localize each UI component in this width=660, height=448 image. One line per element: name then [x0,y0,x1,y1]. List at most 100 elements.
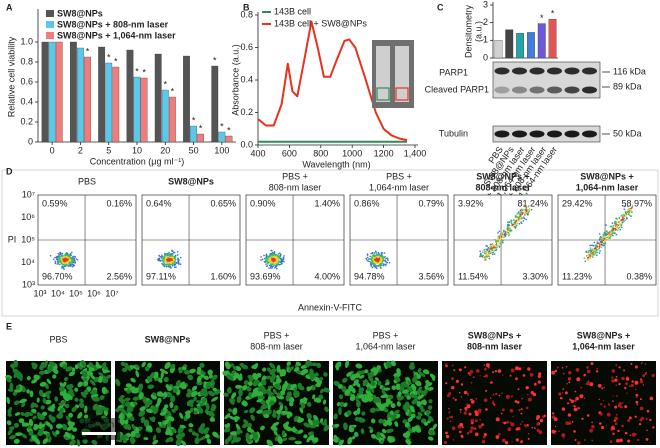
cell [83,414,89,419]
cell [246,427,252,433]
flow-event [518,219,520,222]
cell [98,372,104,377]
cell [277,436,283,444]
cell [94,376,99,383]
cell [452,397,455,400]
flow-event [379,260,381,263]
flow-event [499,238,502,241]
flow-event [269,267,272,269]
flow-event [375,261,377,264]
flow-event [67,260,69,263]
cell [635,388,637,391]
cell [590,362,594,366]
cell [305,359,311,368]
cell [57,404,64,412]
bar [548,18,557,59]
cell [646,409,650,413]
flow-event [371,251,374,254]
blot-band [547,130,562,138]
flow-event [59,254,61,256]
flow-event [61,252,64,255]
flow-event [596,246,599,248]
cell [621,376,625,381]
cell [286,411,293,417]
x-tick-label: 20 [160,145,170,155]
cell [133,387,139,392]
significance: * [164,79,168,89]
flow-event [589,247,592,249]
cell [188,423,194,428]
bar [516,33,524,59]
blot-band [512,67,527,75]
cell [120,434,129,440]
flow-event [625,215,627,217]
quadrant-percent: 0.79% [418,198,444,208]
cell [567,413,572,417]
flow-event [594,244,596,247]
flow-y-tick: 10³ [22,279,35,289]
quadrant-percent: 0.59% [42,198,68,208]
cell [634,415,637,418]
cell [168,437,174,442]
cell [255,390,261,397]
cell [580,386,583,389]
cell [72,427,78,432]
cell [48,361,56,367]
cell [355,363,363,369]
flow-event [74,260,76,262]
flow-event [174,256,177,259]
cell [196,375,202,383]
image-title: PBS + [264,330,290,340]
flow-event [173,251,176,254]
flow-event [381,252,384,254]
cell [195,432,199,437]
cell [407,386,413,392]
western-blot [492,61,601,143]
flow-event [54,262,57,264]
cell [521,397,524,400]
blot-band [529,86,545,94]
flow-event [158,257,161,260]
bar [161,89,169,143]
cell [303,422,311,428]
flow-event [593,251,596,254]
flow-event [506,231,508,233]
flow-event [61,267,63,269]
flow-event [614,229,617,232]
cell [394,421,399,427]
flow-event [627,208,629,211]
cell [236,395,242,404]
cell [65,366,73,372]
cell [574,390,577,393]
cell [463,390,468,395]
flow-event [179,263,182,266]
cell [411,426,416,433]
flow-event [482,251,484,253]
cell [346,410,352,416]
cell [638,423,642,426]
cell [137,383,144,392]
cell [41,411,48,417]
cell [481,440,486,444]
cell [534,427,536,429]
cell [628,385,631,388]
blot-band [547,67,562,75]
cell [573,407,578,412]
flow-event [382,256,384,258]
cell [492,371,495,374]
cell [149,372,155,380]
flow-event [591,244,593,246]
legend-label: 143B cell + SW8@NPs [274,18,367,28]
flow-event [176,258,178,261]
cell [574,399,577,403]
cell [226,374,234,381]
flow-event [174,254,177,257]
flow-title: 1,064-nm laser [576,182,639,192]
cell [54,396,59,402]
cell [36,397,40,403]
cell [125,383,132,388]
bar [77,47,84,143]
cell [267,367,272,373]
significance: * [220,121,224,131]
bar [112,66,120,143]
